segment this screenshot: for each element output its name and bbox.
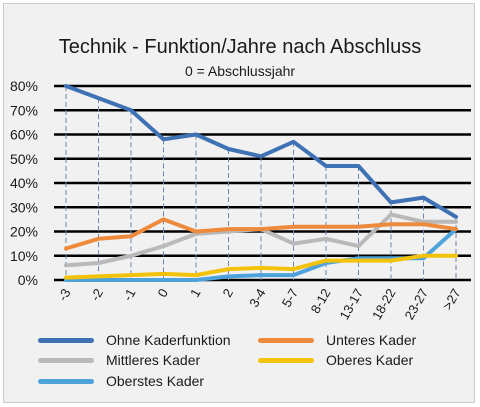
x-tick-label: 5-7: [279, 286, 301, 310]
legend-swatch: [38, 358, 94, 363]
x-tick-label: 8-12: [308, 286, 334, 316]
chart-title: Technik - Funktion/Jahre nach Abschluss: [58, 36, 422, 58]
legend-label: Oberstes Kader: [106, 373, 205, 389]
x-tick-label: -3: [55, 286, 74, 304]
series-line: [64, 84, 458, 219]
x-tick-label: 0: [154, 286, 171, 300]
legend-label: Mittleres Kader: [106, 352, 201, 368]
series-line: [64, 217, 458, 251]
x-tick-label: 18-22: [369, 286, 399, 322]
chart-subtitle: 0 = Abschlussjahr: [184, 63, 296, 79]
x-tick-label: -2: [87, 286, 106, 304]
x-tick-label: 13-17: [336, 286, 366, 322]
y-tick-label: 10%: [10, 248, 38, 264]
legend-swatch: [258, 358, 314, 363]
x-tick-label: 1: [187, 286, 204, 300]
legend-swatch: [38, 379, 94, 384]
legend-label: Ohne Kaderfunktion: [106, 332, 231, 348]
y-tick-label: 40%: [10, 175, 38, 191]
legend-swatch: [38, 338, 94, 343]
x-tick-label: >27: [440, 286, 464, 313]
series-line: [64, 253, 458, 280]
y-tick-label: 50%: [10, 151, 38, 167]
x-tick-label: 23-27: [401, 286, 431, 322]
y-tick-label: 60%: [10, 127, 38, 143]
x-tick-label: 2: [219, 286, 236, 300]
y-tick-label: 20%: [10, 224, 38, 240]
y-tick-label: 70%: [10, 102, 38, 118]
legend-swatch: [258, 338, 314, 343]
y-tick-label: 80%: [10, 78, 38, 94]
y-tick-label: 0%: [18, 272, 38, 288]
legend-label: Oberes Kader: [326, 352, 414, 368]
y-tick-label: 30%: [10, 199, 38, 215]
x-tick-label: 3-4: [246, 286, 268, 310]
legend-label: Unteres Kader: [326, 332, 417, 348]
series-line: [64, 227, 458, 282]
x-tick-label: -1: [120, 286, 139, 304]
